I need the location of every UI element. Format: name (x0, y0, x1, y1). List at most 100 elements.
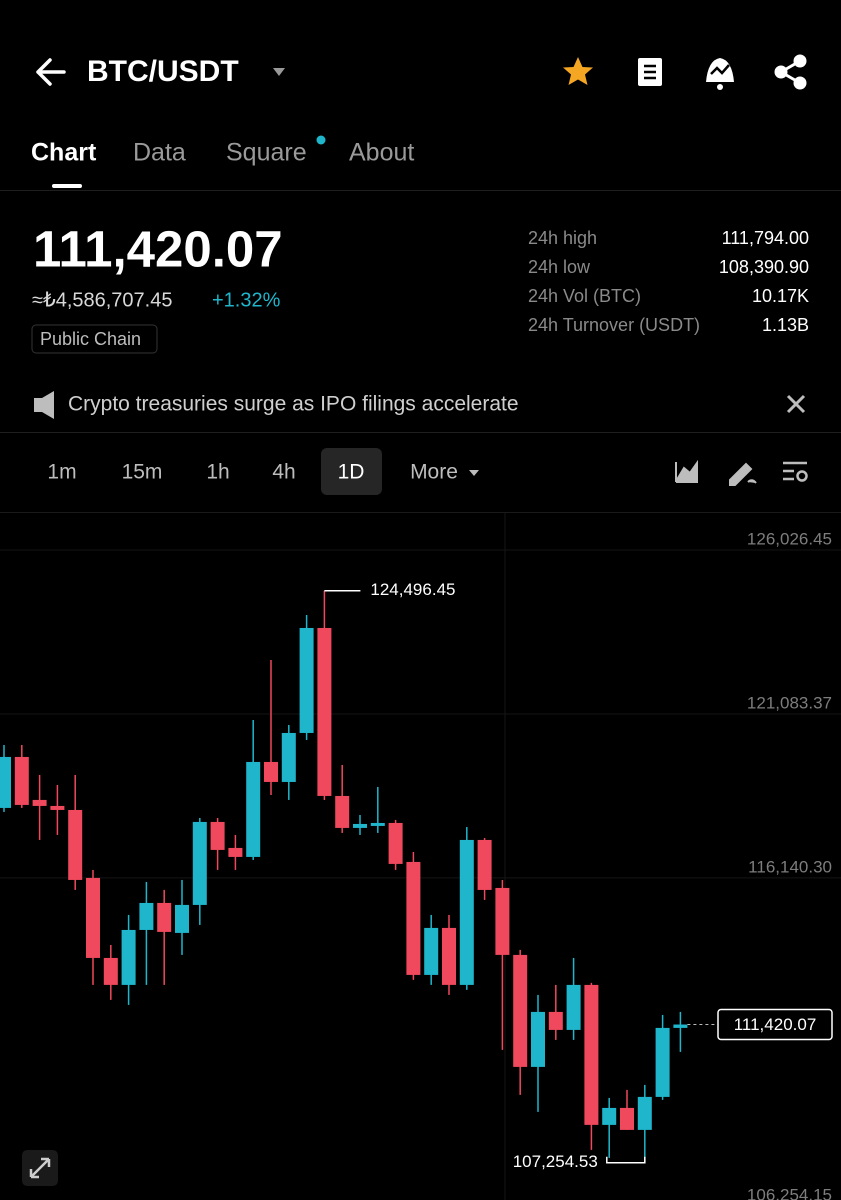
candle-body (495, 887, 510, 955)
indicator-icon[interactable] (675, 459, 698, 483)
candle-body (531, 1011, 545, 1067)
candle-body (86, 877, 100, 958)
last-price: 111,420.07 (33, 220, 283, 277)
alert-icon[interactable] (706, 58, 734, 90)
last-price-box (717, 1008, 833, 1041)
candle-body (673, 1024, 688, 1028)
interval[interactable]: 4h (272, 461, 295, 484)
share-icon[interactable] (774, 54, 807, 90)
candle-body (370, 822, 385, 826)
candle-body (637, 1096, 652, 1130)
candle-body (0, 756, 11, 808)
pair-dropdown[interactable] (273, 68, 285, 76)
candle-body (50, 805, 65, 810)
interval-selected-bg (321, 448, 382, 495)
y-tick-label: 116,140.30 (748, 857, 832, 876)
megaphone-icon (34, 391, 54, 420)
candle-body (317, 627, 332, 796)
candle-body (139, 902, 154, 930)
last-price-label: 111,420.07 (734, 1015, 817, 1034)
candle-body (406, 861, 421, 975)
tab-square[interactable]: Square (226, 139, 307, 167)
stat-value: 1.13B (762, 315, 809, 335)
notes-icon[interactable] (638, 58, 662, 86)
candle-body (620, 1107, 634, 1130)
fullscreen-glyph (29, 1157, 51, 1179)
candle-body (157, 902, 172, 932)
interval[interactable]: 1m (47, 461, 76, 484)
candle-body (477, 839, 492, 890)
candle-body (353, 823, 367, 828)
y-tick-label: 126,026.45 (747, 529, 832, 548)
candle-body (548, 1011, 563, 1030)
candle-body (103, 957, 118, 985)
more-caret (469, 470, 479, 476)
candle-body (388, 822, 403, 864)
draw-icon[interactable] (729, 462, 757, 486)
candle-body (424, 927, 439, 975)
stat-value: 10.17K (752, 286, 809, 306)
share-node (793, 54, 807, 68)
candle-body (175, 904, 189, 933)
candle-body (246, 761, 261, 857)
interval-more[interactable]: More (410, 461, 458, 484)
bell-line (710, 64, 730, 75)
candle-body (192, 821, 207, 905)
stat-label: 24h Vol (BTC) (528, 286, 641, 306)
price-change: +1.32% (212, 289, 281, 311)
share-node (793, 76, 807, 90)
candle-body (14, 756, 29, 805)
candle-body (459, 839, 474, 985)
notes-lines (644, 64, 656, 80)
tab-badge (316, 135, 326, 145)
news-text[interactable]: Crypto treasuries surge as IPO filings a… (68, 393, 519, 416)
stat-label: 24h high (528, 228, 597, 248)
high-label: 124,496.45 (370, 580, 455, 599)
share-node (774, 65, 788, 79)
tag-text: Public Chain (40, 329, 141, 349)
divider (0, 190, 841, 191)
stat-value: 111,794.00 (722, 228, 809, 248)
settings-lines (783, 461, 807, 481)
candle-body (228, 847, 243, 857)
interval[interactable]: 1D (338, 461, 365, 484)
pair-title[interactable]: BTC/USDT (87, 55, 239, 88)
candle-body (584, 984, 599, 1125)
divider (0, 432, 841, 433)
y-tick-label: 106,254.15 (747, 1185, 832, 1200)
candle-body (602, 1107, 617, 1125)
candle-body (264, 761, 278, 782)
interval[interactable]: 1h (206, 461, 229, 484)
candle-body (210, 821, 225, 850)
stat-value: 108,390.90 (719, 257, 809, 277)
tag-badge (31, 324, 158, 354)
low-label: 107,254.53 (513, 1152, 598, 1171)
candle-body (121, 929, 136, 985)
favorite-star[interactable] (563, 57, 593, 85)
candle-body (335, 795, 350, 828)
back-arrow (36, 58, 66, 86)
candle-body (32, 799, 47, 806)
close-news[interactable] (786, 394, 806, 414)
tab-about[interactable]: About (349, 139, 414, 167)
divider (0, 512, 841, 513)
tab-data[interactable]: Data (133, 139, 186, 167)
candle-body (68, 809, 83, 880)
stat-label: 24h Turnover (USDT) (528, 315, 700, 335)
fiat-price: ≈₺4,586,707.45 (32, 289, 172, 311)
settings-icon[interactable] (783, 461, 808, 482)
back-button[interactable] (36, 58, 66, 86)
fullscreen-button[interactable] (22, 1150, 58, 1186)
candlestick-chart: 126,026.45 121,083.37 116,140.30 106,254.15… (0, 529, 841, 1200)
tab-indicator (52, 184, 82, 188)
candle-body (442, 927, 456, 985)
bell-dot (717, 84, 723, 90)
tab-chart[interactable]: Chart (31, 139, 97, 167)
candle-body (513, 954, 528, 1067)
y-tick-label: 121,083.37 (747, 693, 832, 712)
stat-label: 24h low (528, 257, 591, 277)
candle-body (566, 984, 581, 1030)
interval[interactable]: 15m (122, 461, 163, 484)
